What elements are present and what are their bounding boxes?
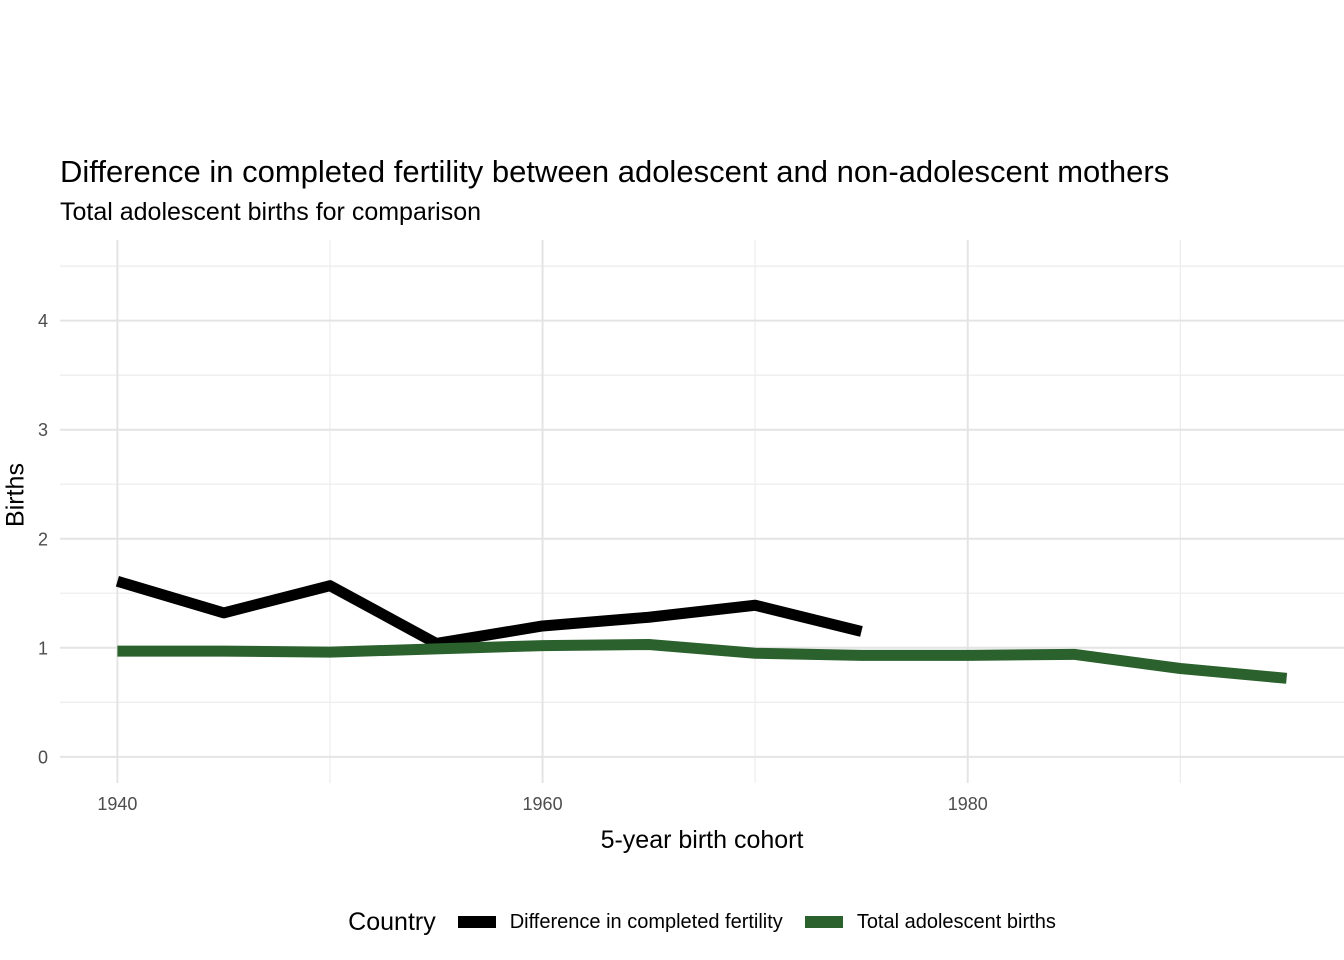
legend: Country Difference in completed fertilit…: [60, 906, 1344, 939]
series-line-total-births: [117, 639, 1288, 684]
y-axis-title: Births: [1, 463, 30, 527]
y-tick-label: 0: [38, 747, 48, 767]
legend-item-difference: Difference in completed fertility: [457, 909, 783, 935]
legend-item-total-births: Total adolescent births: [804, 909, 1056, 935]
legend-label-total-births: Total adolescent births: [856, 911, 1056, 934]
y-tick-label: 4: [38, 311, 48, 331]
legend-swatch-difference: [457, 916, 496, 929]
chart-title: Difference in completed fertility betwee…: [60, 154, 1170, 189]
y-tick-label: 2: [38, 529, 48, 549]
legend-swatch-total-births: [804, 916, 843, 929]
y-tick-label: 1: [38, 638, 48, 658]
chart-subtitle: Total adolescent births for comparison: [60, 198, 482, 226]
series-line-difference: [115, 576, 863, 649]
x-axis-title: 5-year birth cohort: [600, 826, 804, 854]
legend-label-difference: Difference in completed fertility: [509, 911, 783, 934]
x-tick-label: 1980: [948, 794, 988, 814]
x-tick-label: 1960: [523, 794, 563, 814]
x-tick-label: 1940: [97, 794, 137, 814]
legend-title: Country: [348, 908, 436, 936]
y-tick-label: 3: [38, 420, 48, 440]
